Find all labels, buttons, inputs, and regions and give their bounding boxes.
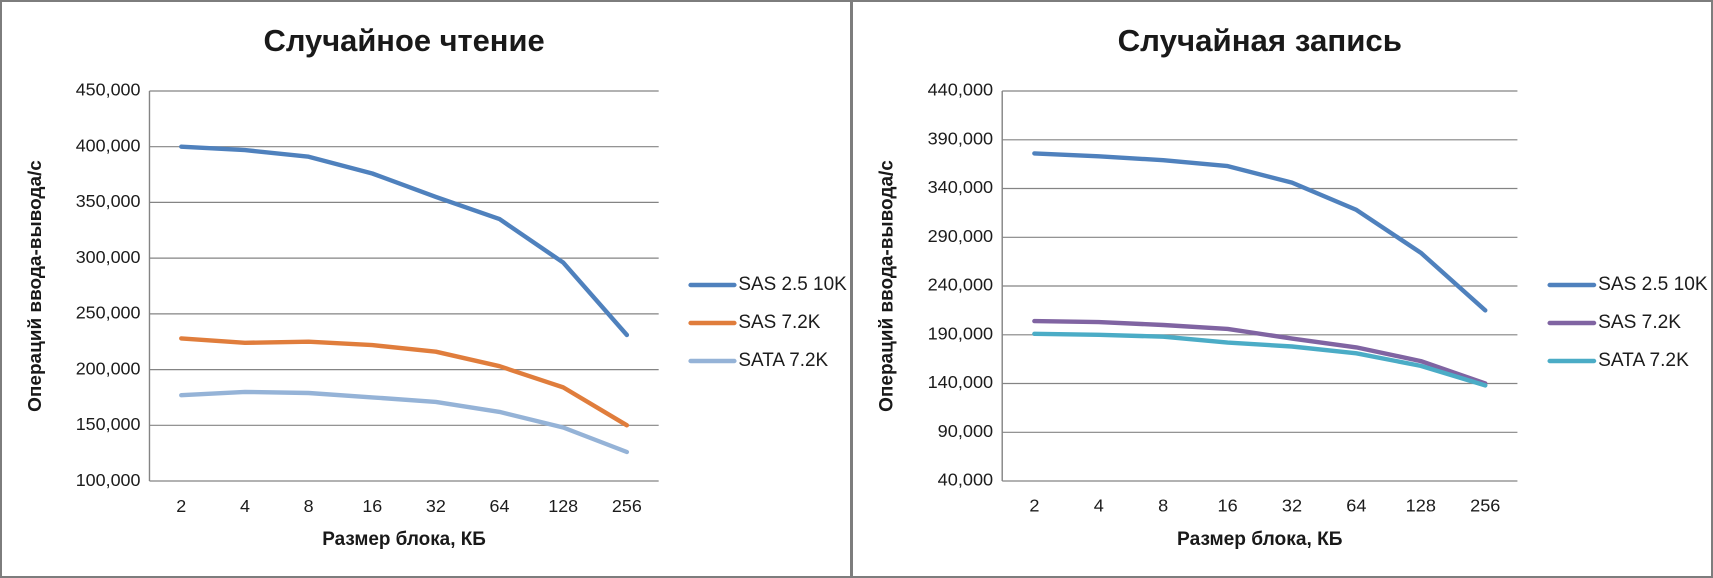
x-axis-title: Размер блока, КБ <box>1177 529 1343 550</box>
series-line-sata-7-2k <box>179 389 630 455</box>
x-tick-label: 32 <box>1282 496 1302 516</box>
x-tick-label: 16 <box>362 496 382 516</box>
x-tick-label: 4 <box>240 496 250 516</box>
series-line-sas-7-2k <box>179 336 630 428</box>
series-line-sas-2-5-10k <box>1032 151 1488 313</box>
x-axis-title: Размер блока, КБ <box>322 529 486 550</box>
y-tick-label: 290,000 <box>928 226 994 246</box>
series-line-sas-2-5-10k <box>179 144 630 338</box>
y-tick-label: 90,000 <box>938 421 993 441</box>
y-tick-label: 190,000 <box>928 324 994 344</box>
random-write-chart-panel: Случайная запись 440,000 390,000 340,000 290… <box>853 2 1711 576</box>
y-tick-label: 250,000 <box>76 303 141 323</box>
legend-label: SAS 2.5 10K <box>738 274 847 295</box>
x-tick-label: 256 <box>1470 496 1500 516</box>
series-line-sata-7-2k <box>1032 331 1488 388</box>
x-tick-label: 32 <box>426 496 446 516</box>
x-tick-label: 64 <box>490 496 510 516</box>
y-tick-label: 390,000 <box>928 129 994 149</box>
chart-title: Случайное чтение <box>264 23 545 58</box>
x-tick-label: 8 <box>304 496 314 516</box>
random-read-chart: Случайное чтение 450,000 400,000 350,000 300… <box>25 23 847 550</box>
y-tick-label: 450,000 <box>76 80 141 100</box>
y-tick-label: 150,000 <box>76 414 141 434</box>
x-tick-label: 128 <box>1406 496 1436 516</box>
legend-label: SAS 7.2K <box>738 312 820 333</box>
series-line-sas-7-2k <box>1032 318 1488 386</box>
x-tick-label: 4 <box>1094 496 1104 516</box>
y-tick-label: 440,000 <box>928 80 994 100</box>
x-tick-label: 256 <box>612 496 642 516</box>
x-tick-label: 2 <box>176 496 186 516</box>
random-read-chart-panel: Случайное чтение 450,000 400,000 350,000 300… <box>2 2 850 576</box>
x-tick-label: 64 <box>1346 496 1366 516</box>
y-tick-label: 200,000 <box>76 358 141 378</box>
legend-label: SAS 2.5 10K <box>1598 274 1708 295</box>
y-tick-label: 40,000 <box>938 470 993 490</box>
panel-divider <box>850 2 853 576</box>
y-axis-title: Операций ввода-вывода/с <box>25 160 46 412</box>
y-tick-label: 400,000 <box>76 135 141 155</box>
y-tick-label: 300,000 <box>76 247 141 267</box>
legend-label: SATA 7.2K <box>1598 350 1689 371</box>
y-tick-label: 350,000 <box>76 191 141 211</box>
legend-label: SAS 7.2K <box>1598 312 1681 333</box>
random-write-chart: Случайная запись440,000390,000340,000290… <box>876 23 1708 550</box>
x-tick-label: 128 <box>548 496 578 516</box>
y-axis-title: Операций ввода-вывода/с <box>876 160 897 412</box>
y-tick-label: 340,000 <box>928 177 994 197</box>
y-tick-label: 140,000 <box>928 372 994 392</box>
x-tick-label: 2 <box>1029 496 1039 516</box>
y-tick-label: 240,000 <box>928 275 994 295</box>
x-tick-label: 8 <box>1158 496 1168 516</box>
chart-title: Случайная запись <box>1118 23 1402 58</box>
y-tick-label: 100,000 <box>76 470 141 490</box>
legend-label: SATA 7.2K <box>738 350 828 371</box>
x-tick-label: 16 <box>1218 496 1238 516</box>
